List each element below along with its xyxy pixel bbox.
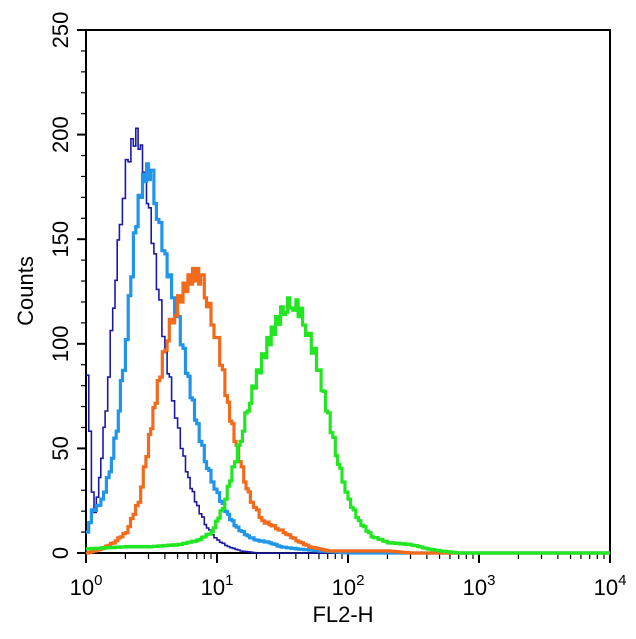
x-axis-ticks: 100 101 102 103 104 — [70, 553, 627, 600]
x-tick-label: 100 — [70, 572, 103, 600]
y-tick-label: 0 — [48, 547, 73, 559]
y-axis-title: Counts — [13, 256, 38, 326]
plot-frame — [85, 29, 611, 554]
x-axis-title: FL2-H — [312, 602, 373, 627]
x-tick-label: 102 — [332, 572, 365, 600]
x-tick-label: 101 — [201, 572, 234, 600]
histogram-series — [86, 127, 610, 555]
y-tick-label: 200 — [48, 116, 73, 153]
y-tick-label: 250 — [48, 12, 73, 49]
x-tick-label: 103 — [463, 572, 496, 600]
histogram-series-line — [86, 296, 610, 555]
y-tick-label: 150 — [48, 221, 73, 258]
histogram-series-line — [86, 127, 610, 554]
y-axis-ticks: 0 50 100 150 200 250 — [48, 12, 86, 559]
y-tick-label: 50 — [48, 436, 73, 460]
y-tick-label: 100 — [48, 325, 73, 362]
x-tick-label: 104 — [594, 572, 627, 600]
histogram-series-line — [86, 266, 610, 555]
